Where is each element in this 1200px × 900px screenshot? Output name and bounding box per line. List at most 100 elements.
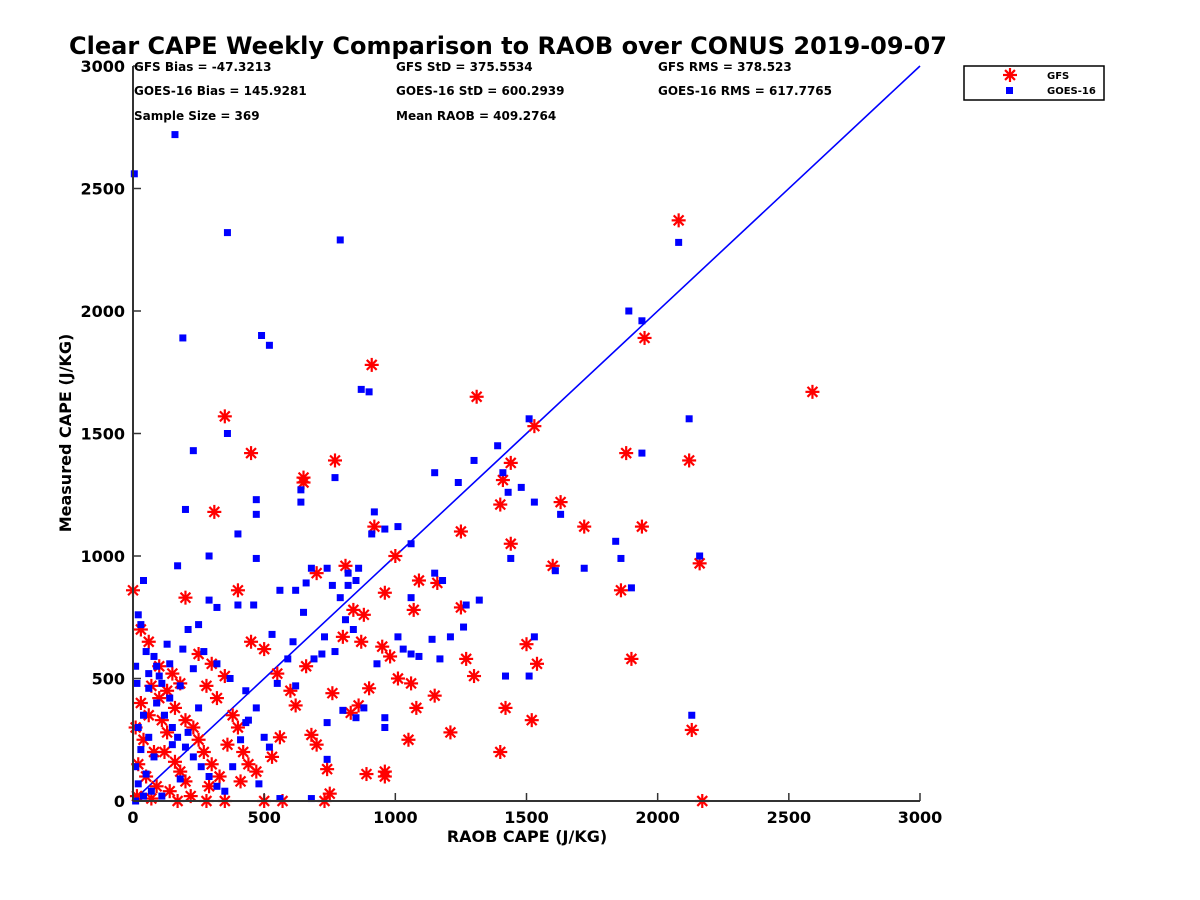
goes-point bbox=[504, 488, 512, 496]
x-tick-label: 0 bbox=[127, 808, 138, 827]
goes-point bbox=[431, 469, 439, 477]
goes-point bbox=[252, 704, 260, 712]
gfs-point bbox=[375, 639, 390, 654]
goes-point bbox=[153, 699, 161, 707]
gfs-point bbox=[406, 602, 421, 617]
gfs-point bbox=[577, 519, 592, 534]
goes-point bbox=[617, 554, 625, 562]
goes-point bbox=[394, 633, 402, 641]
gfs-point bbox=[493, 745, 508, 759]
goes-point bbox=[323, 719, 331, 727]
goes-point bbox=[310, 655, 318, 663]
goes-point bbox=[133, 679, 141, 687]
stat-mean-raob: Mean RAOB = 409.2764 bbox=[396, 109, 556, 123]
goes-point bbox=[289, 638, 297, 646]
gfs-point bbox=[191, 732, 206, 747]
x-tick-label: 2000 bbox=[635, 808, 680, 827]
goes-point bbox=[147, 787, 155, 795]
goes-point bbox=[145, 670, 153, 678]
gfs-point bbox=[469, 389, 484, 404]
chart-title: Clear CAPE Weekly Comparison to RAOB ove… bbox=[69, 32, 947, 60]
goes-point bbox=[336, 594, 344, 602]
goes-point bbox=[176, 775, 184, 783]
goes-point bbox=[168, 724, 176, 731]
gfs-point bbox=[682, 453, 697, 468]
gfs-point bbox=[178, 590, 193, 605]
goes-point bbox=[352, 577, 360, 584]
gfs-point bbox=[299, 659, 314, 674]
gfs-point bbox=[244, 446, 259, 461]
goes-point bbox=[150, 753, 158, 761]
goes-point bbox=[460, 623, 468, 631]
gfs-point bbox=[204, 757, 219, 772]
gfs-point bbox=[152, 691, 167, 706]
legend-gfs-asterisk-icon bbox=[1003, 68, 1017, 82]
gfs-point bbox=[430, 575, 445, 590]
gfs-point bbox=[390, 671, 405, 686]
gfs-point bbox=[367, 519, 382, 534]
y-tick-label: 0 bbox=[114, 792, 125, 811]
gfs-point bbox=[529, 656, 544, 671]
stat-gfs-std: GFS StD = 375.5534 bbox=[396, 60, 533, 74]
goes-point bbox=[323, 755, 331, 763]
goes-point bbox=[145, 684, 153, 692]
goes-point bbox=[242, 687, 250, 695]
gfs-point bbox=[503, 536, 518, 551]
goes-point bbox=[551, 567, 559, 575]
gfs-point bbox=[141, 634, 156, 649]
y-tick-label: 1500 bbox=[80, 425, 125, 444]
stat-sample-size: Sample Size = 369 bbox=[134, 109, 260, 123]
goes-point bbox=[184, 626, 192, 633]
gfs-point bbox=[196, 745, 211, 759]
goes-point bbox=[344, 581, 352, 589]
gfs-point bbox=[404, 676, 419, 691]
goes-point bbox=[399, 645, 407, 653]
gfs-point bbox=[624, 651, 639, 666]
gfs-point bbox=[209, 691, 224, 706]
goes-point bbox=[176, 682, 184, 690]
gfs-point bbox=[427, 688, 442, 703]
goes-point bbox=[462, 601, 470, 609]
goes-point bbox=[142, 770, 150, 778]
goes-point bbox=[134, 611, 142, 619]
gfs-point bbox=[527, 419, 542, 434]
goes-point bbox=[499, 469, 507, 477]
gfs-point bbox=[346, 602, 361, 617]
goes-point bbox=[638, 317, 646, 325]
goes-point bbox=[530, 498, 538, 506]
goes-point bbox=[171, 131, 179, 139]
goes-point bbox=[580, 564, 588, 572]
goes-point bbox=[195, 704, 203, 712]
gfs-point bbox=[383, 649, 398, 664]
gfs-point bbox=[327, 453, 342, 468]
gfs-point bbox=[178, 713, 193, 728]
gfs-point bbox=[167, 754, 182, 769]
goes-point bbox=[205, 773, 213, 780]
stats-block: GFS Bias = -47.3213 GFS StD = 375.5534 G… bbox=[134, 60, 832, 123]
stat-gfs-rms: GFS RMS = 378.523 bbox=[658, 60, 792, 74]
goes-point bbox=[242, 719, 250, 727]
gfs-point bbox=[162, 784, 177, 799]
x-tick-label: 1500 bbox=[504, 808, 549, 827]
gfs-point bbox=[354, 634, 369, 649]
x-axis-label: RAOB CAPE (J/KG) bbox=[447, 827, 607, 846]
goes-point bbox=[195, 621, 203, 629]
goes-point bbox=[137, 746, 145, 754]
legend-goes-label: GOES-16 bbox=[1047, 86, 1096, 97]
gfs-point bbox=[272, 730, 287, 745]
goes-point bbox=[502, 672, 510, 680]
goes-point bbox=[365, 388, 373, 396]
gfs-point bbox=[498, 700, 513, 715]
goes-point bbox=[407, 650, 415, 658]
gfs-point bbox=[671, 213, 686, 228]
gfs-point bbox=[359, 767, 374, 782]
goes-point bbox=[134, 780, 142, 788]
goes-point bbox=[258, 332, 266, 339]
goes-point bbox=[213, 660, 221, 668]
gfs-point bbox=[320, 762, 335, 777]
stat-goes-std: GOES-16 StD = 600.2939 bbox=[396, 84, 565, 98]
goes-point bbox=[213, 782, 221, 790]
goes-point bbox=[273, 679, 281, 687]
goes-point bbox=[268, 630, 276, 638]
gfs-point bbox=[411, 573, 426, 588]
